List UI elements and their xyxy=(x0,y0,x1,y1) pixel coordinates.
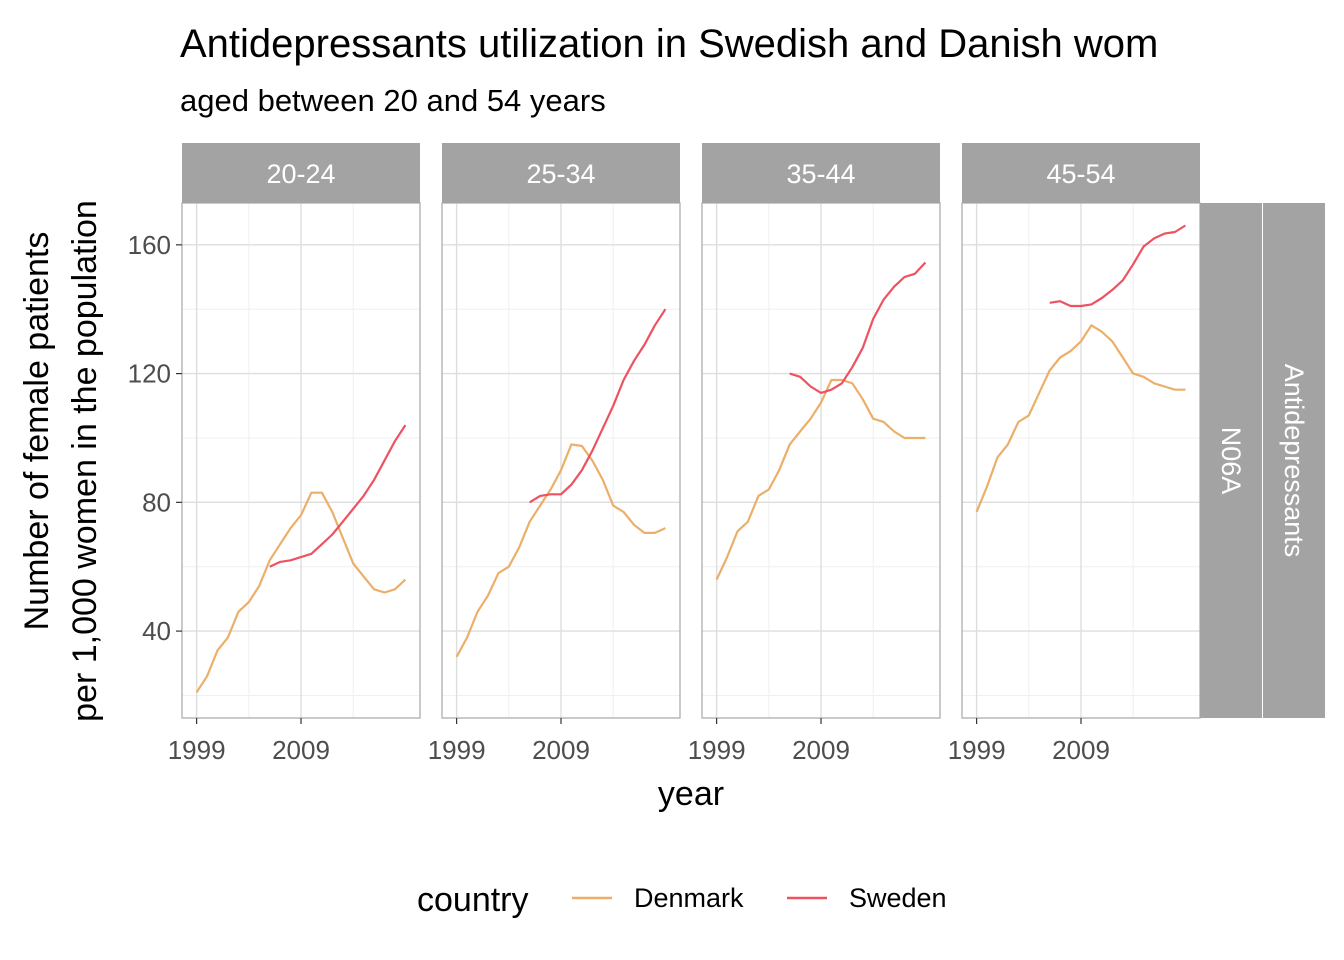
row-strip-label: N06A xyxy=(1216,427,1246,495)
facet-strip xyxy=(702,143,940,203)
y-axis-title-line2: per 1,000 women in the population xyxy=(66,200,104,722)
facet-strip xyxy=(962,143,1200,203)
x-tick-label: 2009 xyxy=(532,735,590,765)
y-tick-label: 80 xyxy=(142,487,171,517)
panel-20-24: 20-24 1999 2009 40 80 120 160 xyxy=(128,143,421,765)
facet-strip-label: 45-54 xyxy=(1046,159,1115,189)
series-line-denmark xyxy=(455,443,666,658)
x-tick-label: 2009 xyxy=(272,735,330,765)
panel-25-34: 25-34 1999 2009 xyxy=(428,143,681,765)
series-line-sweden xyxy=(529,308,667,504)
series-line-sweden xyxy=(789,261,927,394)
chart-subtitle: aged between 20 and 54 years xyxy=(180,83,606,118)
legend-label-sweden: Sweden xyxy=(849,883,947,913)
y-tick-label: 160 xyxy=(128,230,171,260)
panel-35-44: 35-44 1999 2009 xyxy=(688,143,941,765)
facet-strip xyxy=(182,143,420,203)
x-tick-label: 1999 xyxy=(688,735,746,765)
panel-45-54: 45-54 1999 2009 xyxy=(948,143,1201,765)
series-line-sweden xyxy=(269,424,407,568)
y-axis-title-line1: Number of female patients xyxy=(18,232,56,631)
chart-title: Antidepressants utilization in Swedish a… xyxy=(180,22,1158,66)
x-tick-label: 2009 xyxy=(1052,735,1110,765)
series-line-denmark xyxy=(195,491,407,693)
facet-strip xyxy=(442,143,680,203)
x-axis-title: year xyxy=(658,775,724,813)
legend-label-denmark: Denmark xyxy=(634,883,744,913)
y-tick-label: 40 xyxy=(142,616,171,646)
row-strip-label: Antidepressants xyxy=(1279,364,1309,558)
facet-strip-label: 25-34 xyxy=(526,159,595,189)
x-tick-label: 1999 xyxy=(428,735,486,765)
row-strip xyxy=(1200,203,1262,718)
y-tick-label: 120 xyxy=(128,359,171,389)
series-line-denmark xyxy=(715,378,926,581)
facet-strip-label: 35-44 xyxy=(786,159,855,189)
series-line-sweden xyxy=(1049,224,1186,308)
x-tick-label: 1999 xyxy=(948,735,1006,765)
legend: country Denmark Sweden xyxy=(417,881,947,919)
row-strips: N06A Antidepressants xyxy=(1200,203,1325,718)
row-strip xyxy=(1263,203,1325,718)
legend-title: country xyxy=(417,881,529,919)
x-tick-label: 1999 xyxy=(168,735,226,765)
series-line-denmark xyxy=(975,324,1186,513)
x-tick-label: 2009 xyxy=(792,735,850,765)
facet-strip-label: 20-24 xyxy=(266,159,335,189)
